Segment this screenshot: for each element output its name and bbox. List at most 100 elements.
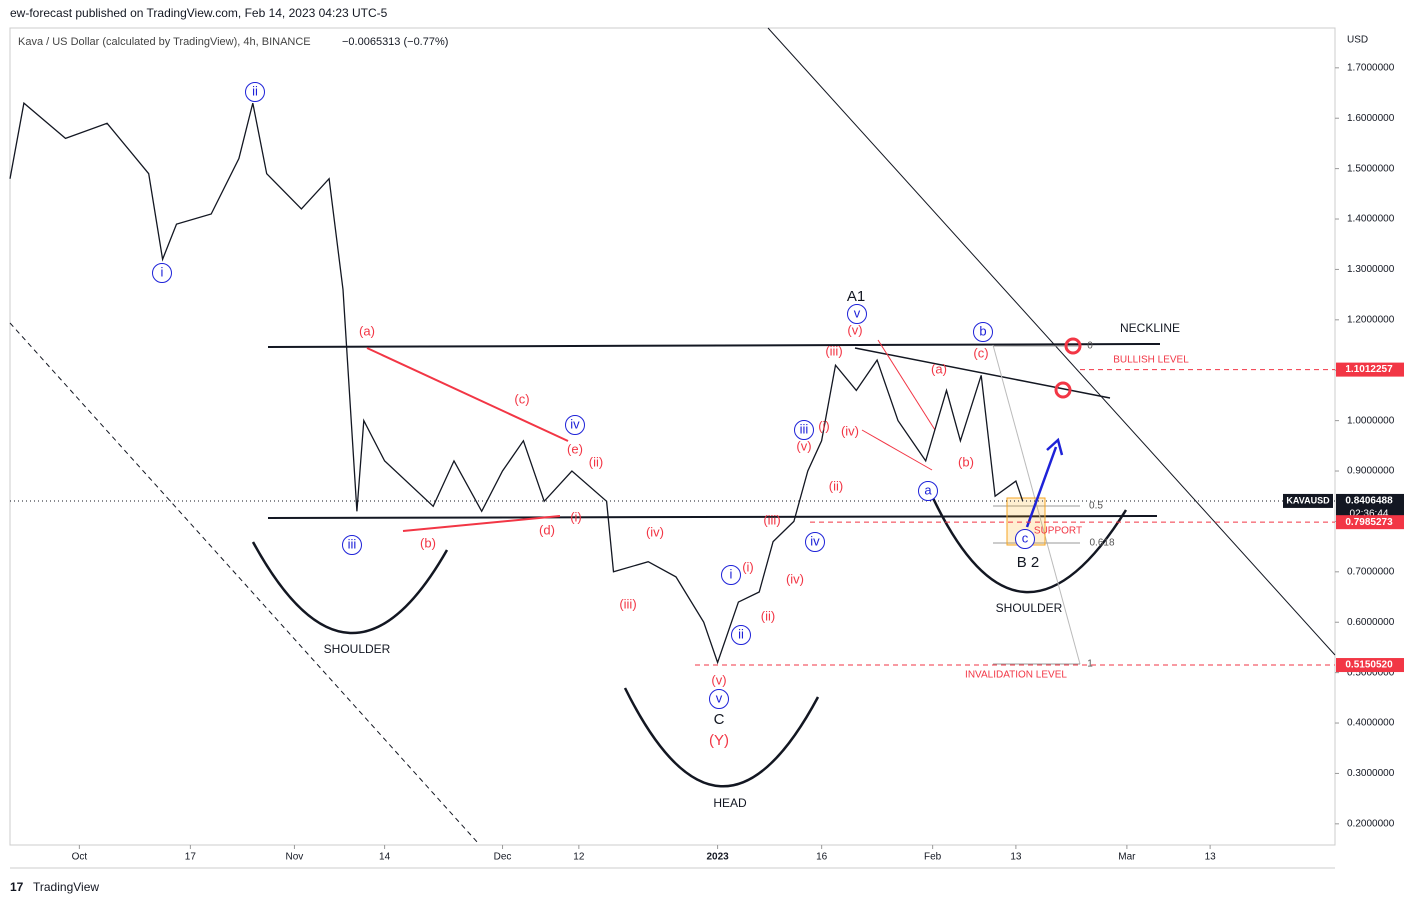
- wave-label: (i): [570, 509, 582, 524]
- y-tick-label: 1.5000000: [1347, 163, 1395, 174]
- price-line: [9, 101, 1024, 665]
- plot-frame: [9, 27, 1336, 846]
- target-circle: [1054, 381, 1072, 399]
- wave-label: v: [854, 305, 861, 320]
- y-tick-label: 1.4000000: [1347, 214, 1395, 225]
- wave-circle: [709, 689, 729, 709]
- y-tick-label: 1.6000000: [1347, 113, 1395, 124]
- wave-circle: [342, 535, 362, 555]
- y-tick-label: 0.7000000: [1347, 566, 1395, 577]
- wave-label: iii: [348, 536, 357, 551]
- wave-label: A1: [847, 288, 865, 305]
- y-tick-label: 0.2000000: [1347, 818, 1395, 829]
- support-line: [267, 515, 1158, 519]
- wave-circle: [918, 481, 938, 501]
- right-shoulder-arc: [931, 497, 1128, 594]
- fib-trend: [992, 344, 1081, 665]
- x-tick-label: 13: [1010, 852, 1022, 863]
- currency: USD: [1347, 35, 1368, 46]
- wave-label: (a): [359, 323, 375, 338]
- wave-circle: [1015, 529, 1035, 549]
- trend-line: [767, 27, 1336, 656]
- wave-label: iv: [570, 416, 580, 431]
- red-line: [877, 339, 936, 431]
- wave-label: 1: [1087, 659, 1093, 670]
- wave-label: (iii): [825, 343, 842, 358]
- wave-label: (c): [973, 345, 988, 360]
- red-line: [366, 347, 569, 442]
- x-tick-label: 14: [379, 852, 391, 863]
- x-tick-label: 12: [573, 852, 585, 863]
- wave-label: SHOULDER: [996, 601, 1063, 615]
- price-box: [1336, 362, 1404, 377]
- wave-label: (Y): [709, 732, 729, 749]
- wave-label: (v): [711, 672, 726, 687]
- head-arc: [623, 687, 820, 788]
- wave-label: (iv): [786, 571, 804, 586]
- brand: TradingView: [33, 880, 99, 894]
- x-tick-label: 2023: [706, 852, 729, 863]
- price-label: 0.8406488: [1345, 496, 1393, 507]
- wave-circle: [245, 82, 265, 102]
- wave-label: SHOULDER: [324, 642, 391, 656]
- wave-label: B 2: [1017, 554, 1040, 571]
- wave-label: b: [979, 323, 986, 338]
- wave-circle: [731, 625, 751, 645]
- wave-label: (ii): [761, 608, 775, 623]
- price-box: [1336, 515, 1404, 530]
- x-tick-label: 13: [1205, 852, 1217, 863]
- wave-label: v: [716, 690, 723, 705]
- blue-arrow: [1025, 446, 1058, 528]
- red-line: [402, 515, 561, 532]
- wave-label: INVALIDATION LEVEL: [965, 670, 1067, 681]
- symbol: Kava / US Dollar (calculated by TradingV…: [18, 36, 311, 48]
- wave-label: (i): [818, 418, 830, 433]
- y-tick-label: 0.5000000: [1347, 667, 1395, 678]
- symbol-box: [1283, 493, 1333, 508]
- price-label: 0.5150520: [1345, 660, 1393, 671]
- wave-label: (v): [796, 438, 811, 453]
- wave-label: (ii): [589, 454, 603, 469]
- wave-label: (c): [514, 391, 529, 406]
- y-tick-label: 1.0000000: [1347, 415, 1395, 426]
- x-tick-label: Feb: [924, 852, 942, 863]
- published: ew-forecast published on TradingView.com…: [10, 6, 388, 20]
- x-tick-label: Mar: [1118, 852, 1136, 863]
- wave-circle: [565, 415, 585, 435]
- wave-label: (iii): [763, 512, 780, 527]
- blue-arrow-head: [1046, 437, 1064, 456]
- y-tick-label: 0.6000000: [1347, 617, 1395, 628]
- wave-label: ii: [252, 83, 258, 98]
- wave-label: C: [714, 711, 725, 728]
- wave-label: (v): [847, 322, 862, 337]
- y-tick-label: 1.3000000: [1347, 264, 1395, 275]
- logo: 17: [10, 880, 24, 894]
- wave-label: 0.618: [1089, 538, 1114, 549]
- wave-label: SUPPORT: [1034, 526, 1082, 537]
- wave-circle: [152, 263, 172, 283]
- wave-label: (iii): [619, 596, 636, 611]
- wave-label: 0.5: [1089, 501, 1103, 512]
- y-tick-label: 0.3000000: [1347, 768, 1395, 779]
- wave-label: (ii): [829, 478, 843, 493]
- y-tick-label: 1.2000000: [1347, 314, 1395, 325]
- y-tick-label: 1.7000000: [1347, 62, 1395, 73]
- timer-label: 02:36:44: [1350, 509, 1389, 520]
- wave-label: c: [1022, 530, 1029, 545]
- wave-label: (d): [539, 522, 555, 537]
- y-tick-label: 0.4000000: [1347, 718, 1395, 729]
- x-tick-label: Oct: [72, 852, 88, 863]
- x-tick-label: Dec: [494, 852, 512, 863]
- wave-label: 0: [1087, 341, 1093, 352]
- y-tick-label: 0.9000000: [1347, 466, 1395, 477]
- wave-label: a: [924, 482, 932, 497]
- x-tick-label: Nov: [286, 852, 304, 863]
- x-tick-label: 17: [185, 852, 197, 863]
- symbol-label: KAVAUSD: [1286, 495, 1330, 505]
- wave-label: i: [161, 264, 164, 279]
- wave-label: (iv): [646, 524, 664, 539]
- wave-circle: [794, 420, 814, 440]
- wave-circle: [973, 322, 993, 342]
